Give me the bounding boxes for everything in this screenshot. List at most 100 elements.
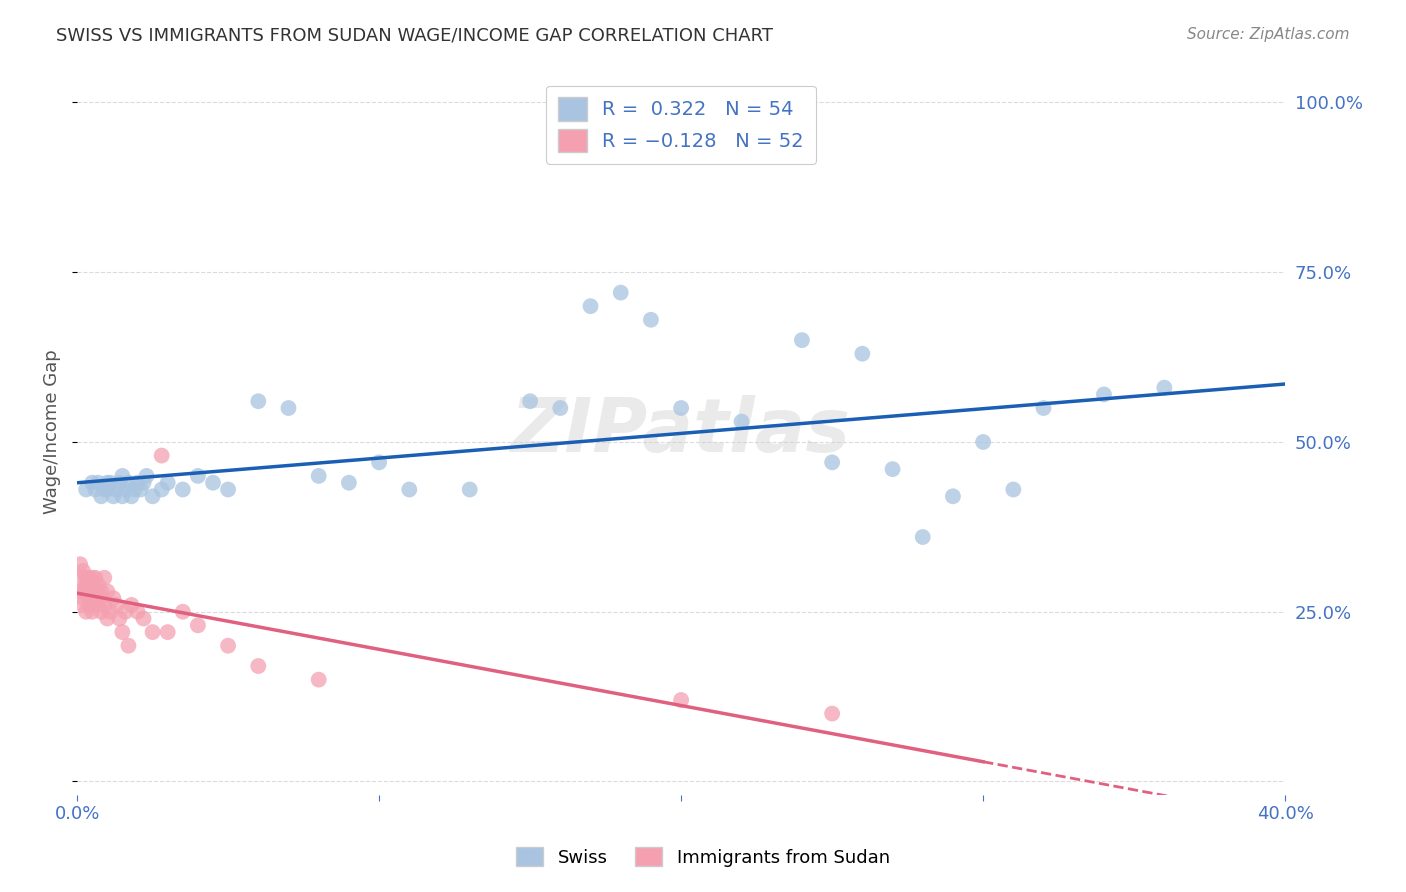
Point <box>669 693 692 707</box>
Point <box>69 571 91 585</box>
Point <box>550 401 572 415</box>
Point <box>398 483 420 497</box>
Point <box>730 415 752 429</box>
Point <box>105 483 128 497</box>
Point <box>111 489 134 503</box>
Point <box>308 673 330 687</box>
Point <box>172 605 194 619</box>
Point <box>458 483 481 497</box>
Point <box>640 312 662 326</box>
Point <box>82 591 104 606</box>
Point <box>84 571 107 585</box>
Point <box>75 483 97 497</box>
Point <box>77 571 100 585</box>
Point <box>129 483 152 497</box>
Point <box>117 475 139 490</box>
Point <box>90 605 112 619</box>
Point <box>142 489 165 503</box>
Legend: Swiss, Immigrants from Sudan: Swiss, Immigrants from Sudan <box>509 840 897 874</box>
Point <box>187 618 209 632</box>
Y-axis label: Wage/Income Gap: Wage/Income Gap <box>44 350 60 514</box>
Point <box>821 706 844 721</box>
Point <box>156 625 179 640</box>
Point <box>90 489 112 503</box>
Point <box>201 475 224 490</box>
Point <box>75 605 97 619</box>
Point <box>90 591 112 606</box>
Point <box>1002 483 1025 497</box>
Point <box>87 577 110 591</box>
Point <box>117 639 139 653</box>
Point <box>132 611 155 625</box>
Text: ZIPatlas: ZIPatlas <box>512 395 851 468</box>
Point <box>217 483 239 497</box>
Point <box>72 584 94 599</box>
Point <box>96 584 118 599</box>
Point <box>103 489 125 503</box>
Point <box>72 591 94 606</box>
Point <box>75 577 97 591</box>
Point <box>337 475 360 490</box>
Point <box>150 483 173 497</box>
Point <box>609 285 631 300</box>
Point <box>135 469 157 483</box>
Point <box>217 639 239 653</box>
Point <box>77 598 100 612</box>
Point <box>142 625 165 640</box>
Point <box>124 483 146 497</box>
Point <box>132 475 155 490</box>
Point <box>96 483 118 497</box>
Text: SWISS VS IMMIGRANTS FROM SUDAN WAGE/INCOME GAP CORRELATION CHART: SWISS VS IMMIGRANTS FROM SUDAN WAGE/INCO… <box>56 27 773 45</box>
Point <box>972 434 994 449</box>
Point <box>72 564 94 578</box>
Point <box>96 475 118 490</box>
Point <box>82 605 104 619</box>
Point <box>247 659 270 673</box>
Point <box>82 571 104 585</box>
Point <box>114 483 136 497</box>
Point <box>87 584 110 599</box>
Text: Source: ZipAtlas.com: Source: ZipAtlas.com <box>1187 27 1350 42</box>
Point <box>120 489 142 503</box>
Point <box>75 584 97 599</box>
Point <box>308 469 330 483</box>
Point <box>172 483 194 497</box>
Point <box>75 571 97 585</box>
Point <box>821 455 844 469</box>
Point <box>942 489 965 503</box>
Point <box>1092 387 1115 401</box>
Point <box>579 299 602 313</box>
Point <box>93 483 115 497</box>
Legend: R =  0.322   N = 54, R = −0.128   N = 52: R = 0.322 N = 54, R = −0.128 N = 52 <box>546 86 815 164</box>
Point <box>911 530 934 544</box>
Point <box>1153 381 1175 395</box>
Point <box>247 394 270 409</box>
Point <box>93 598 115 612</box>
Point <box>72 598 94 612</box>
Point <box>108 611 131 625</box>
Point <box>519 394 541 409</box>
Point <box>105 598 128 612</box>
Point <box>103 591 125 606</box>
Point <box>69 584 91 599</box>
Point <box>114 605 136 619</box>
Point <box>96 611 118 625</box>
Point <box>127 605 149 619</box>
Point <box>368 455 391 469</box>
Point <box>277 401 299 415</box>
Point <box>84 591 107 606</box>
Point <box>790 333 813 347</box>
Point <box>187 469 209 483</box>
Point <box>69 558 91 572</box>
Point <box>77 584 100 599</box>
Point <box>882 462 904 476</box>
Point <box>84 483 107 497</box>
Point <box>87 475 110 490</box>
Point <box>90 584 112 599</box>
Point <box>150 449 173 463</box>
Point <box>127 475 149 490</box>
Point <box>111 469 134 483</box>
Point <box>93 571 115 585</box>
Point <box>1032 401 1054 415</box>
Point <box>82 577 104 591</box>
